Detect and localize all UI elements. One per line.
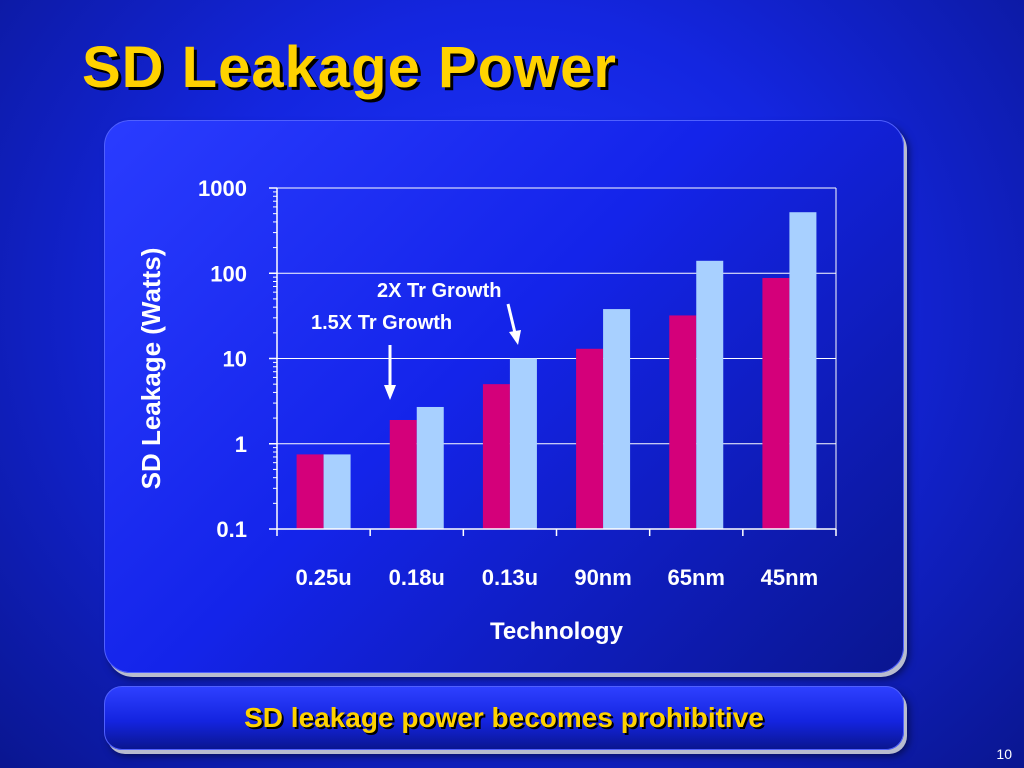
bar-0.18u-series-1 [389, 419, 417, 529]
y-tick-label: 100 [210, 261, 247, 286]
chart-panel: 0.1 1 10 100 1000 0.25u 0.18u 0.13u 90nm 65nm 45nm… [104, 120, 904, 673]
x-tick-label: 90nm [574, 565, 631, 590]
x-tick-label: 0.13u [482, 565, 538, 590]
bar-0.25u-series-2 [323, 454, 351, 529]
bar-0.13u-series-2 [509, 358, 537, 529]
annotation-1-5x-growth: 1.5X Tr Growth [311, 312, 452, 334]
slide-title: SD Leakage Power [82, 35, 617, 100]
x-tick-label: 65nm [668, 565, 725, 590]
y-tick-label: 1000 [198, 176, 247, 201]
bar-45nm-series-1 [762, 277, 790, 529]
page-number: 10 [996, 746, 1012, 762]
y-axis-title: SD Leakage (Watts) [136, 248, 166, 490]
y-tick-label: 10 [223, 347, 247, 372]
bar-0.25u-series-1 [296, 454, 324, 529]
bar-65nm-series-2 [696, 260, 724, 529]
bar-45nm-series-2 [789, 212, 817, 529]
bar-65nm-series-1 [669, 315, 697, 529]
annotation-arrowhead-1-5x [384, 385, 396, 400]
x-axis-title: Technology [490, 618, 624, 645]
bar-chart: 0.1 1 10 100 1000 0.25u 0.18u 0.13u 90nm 65nm 45nm… [136, 176, 837, 645]
x-tick-label: 0.25u [295, 565, 351, 590]
bar-90nm-series-1 [576, 348, 604, 529]
caption-panel: SD leakage power becomes prohibitive [104, 686, 904, 750]
x-tick-label: 0.18u [389, 565, 445, 590]
x-tick-label: 45nm [761, 565, 818, 590]
caption-text: SD leakage power becomes prohibitive [244, 702, 764, 733]
annotation-2x-growth: 2X Tr Growth [377, 280, 501, 302]
y-tick-label: 1 [235, 432, 247, 457]
bar-90nm-series-2 [603, 309, 631, 529]
bar-0.13u-series-1 [482, 384, 510, 529]
annotation-arrowhead-2x [509, 330, 521, 345]
bar-0.18u-series-2 [416, 406, 444, 529]
annotation-arrow-2x [506, 303, 517, 334]
y-tick-label: 0.1 [216, 517, 247, 542]
